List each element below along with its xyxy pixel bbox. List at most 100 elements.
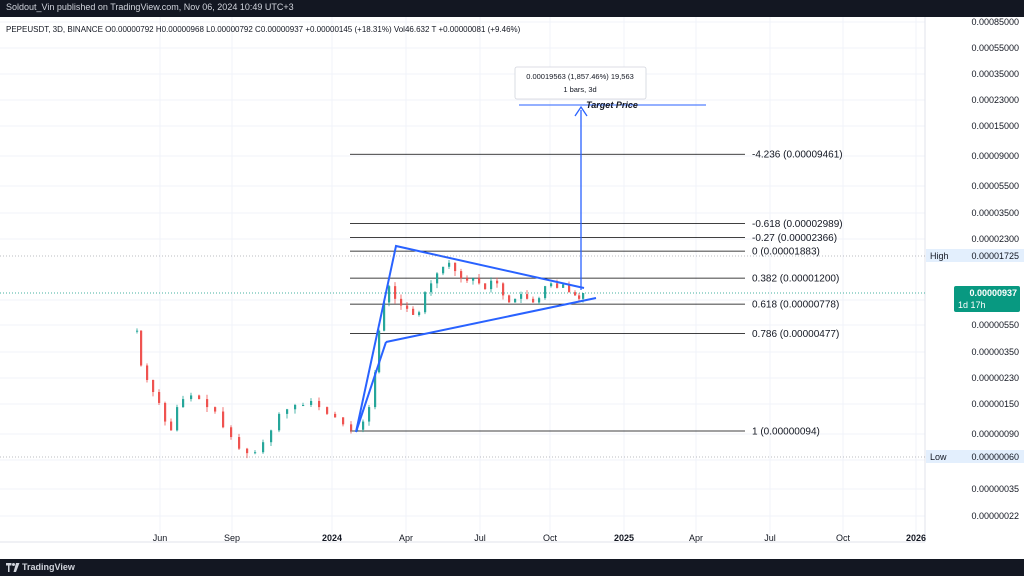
candle-body <box>318 400 321 408</box>
y-tick-label: 0.00055000 <box>971 43 1019 53</box>
tradingview-brand: TradingView <box>22 562 75 572</box>
candle-body <box>418 312 421 315</box>
candle-body <box>383 302 386 331</box>
x-tick-label: Jul <box>474 533 486 543</box>
candle-body <box>302 404 305 406</box>
publisher-bar: Soldout_Vin published on TradingView.com… <box>0 0 1024 17</box>
candle-body <box>582 292 585 299</box>
candle-body <box>368 407 371 422</box>
candle-body <box>136 330 139 332</box>
candle-body <box>496 280 499 284</box>
candle-body <box>342 417 345 425</box>
candle-body <box>326 407 329 414</box>
ohlc-legend: PEPEUSDT, 3D, BINANCE O0.00000792 H0.000… <box>6 25 521 34</box>
measure-line-1: 0.00019563 (1,857.46%) 19,563 <box>526 72 634 81</box>
high-marker-box <box>926 249 1024 262</box>
candle-body <box>406 305 409 309</box>
fib-level-label: 0.618 (0.00000778) <box>752 300 839 311</box>
y-tick-label: 0.00005500 <box>971 181 1019 191</box>
candles-group <box>136 260 585 459</box>
y-tick-label: 0.00023000 <box>971 95 1019 105</box>
candle-body <box>574 292 577 296</box>
y-tick-label: 0.00085000 <box>971 17 1019 27</box>
candle-body <box>448 262 451 267</box>
candle-body <box>350 424 353 431</box>
fib-level-label: -0.618 (0.00002989) <box>752 219 843 230</box>
candle-body <box>526 294 529 299</box>
candle-body <box>214 407 217 412</box>
publisher-text: Soldout_Vin published on TradingView.com… <box>6 2 294 12</box>
candle-body <box>490 280 493 290</box>
measure-tooltip <box>514 66 647 100</box>
candle-body <box>578 295 581 299</box>
tradingview-logo-icon <box>6 563 20 572</box>
candle-body <box>198 395 201 400</box>
y-tick-label: 0.00000230 <box>971 373 1019 383</box>
candle-body <box>394 286 397 299</box>
candle-body <box>400 298 403 306</box>
candle-body <box>430 283 433 293</box>
candle-body <box>556 283 559 288</box>
candle-body <box>176 407 179 431</box>
x-tick-label: Jul <box>764 533 776 543</box>
candle-body <box>520 294 523 299</box>
candle-body <box>568 284 571 293</box>
candle-body <box>478 278 481 284</box>
footer-bar: TradingView <box>0 559 1024 576</box>
high-marker-label: High <box>930 251 949 261</box>
candle-body <box>158 392 161 403</box>
x-tick-label: Apr <box>399 533 413 543</box>
price-chart[interactable]: 0.00085000 0.00055000 0.00035000 0.00023000… <box>0 17 1024 559</box>
candle-body <box>152 379 155 393</box>
candle-body <box>190 395 193 400</box>
candle-body <box>472 278 475 281</box>
last-price-tag <box>954 286 1020 312</box>
candle-body <box>514 298 517 303</box>
candle-body <box>412 308 415 315</box>
candle-body <box>460 271 463 279</box>
candle-body <box>206 399 209 408</box>
x-tick-label: Jun <box>153 533 168 543</box>
high-marker-value: 0.00001725 <box>971 251 1019 261</box>
y-tick-label: 0.00000350 <box>971 347 1019 357</box>
candle-body <box>544 286 547 299</box>
candle-body <box>562 284 565 288</box>
candle-body <box>254 452 257 454</box>
candle-body <box>454 262 457 272</box>
y-tick-label: 0.00000550 <box>971 320 1019 330</box>
x-tick-label: 2024 <box>322 533 342 543</box>
candle-body <box>532 298 535 303</box>
flag-pole-line <box>355 341 387 433</box>
candle-body <box>334 413 337 418</box>
candle-body <box>146 365 149 380</box>
flag-upper-line <box>355 244 585 433</box>
candle-body <box>222 411 225 428</box>
low-marker-box <box>926 450 1024 463</box>
candle-body <box>270 430 273 443</box>
fib-level-label: -0.27 (0.00002366) <box>752 233 837 244</box>
candle-body <box>424 292 427 313</box>
x-tick-label: Oct <box>543 533 558 543</box>
candle-body <box>466 278 469 281</box>
candle-body <box>550 283 553 287</box>
last-price-value: 0.00000937 <box>969 288 1017 298</box>
fib-level-label: 0.382 (0.00001200) <box>752 274 839 285</box>
x-tick-label: Oct <box>836 533 851 543</box>
candle-body <box>378 330 381 373</box>
fib-level-label: 1 (0.00000094) <box>752 427 820 438</box>
candle-body <box>508 295 511 303</box>
candle-body <box>538 298 541 303</box>
y-tick-label: 0.00003500 <box>971 208 1019 218</box>
candle-body <box>362 421 365 430</box>
candle-body <box>484 283 487 290</box>
target-price-label: Target Price <box>586 100 638 110</box>
measure-line-2: 1 bars, 3d <box>563 85 596 94</box>
fib-level-label: 0 (0.00001883) <box>752 247 820 258</box>
y-tick-label: 0.00000150 <box>971 399 1019 409</box>
candle-body <box>388 286 391 303</box>
candle-body <box>294 404 297 410</box>
y-tick-label: 0.00002300 <box>971 234 1019 244</box>
y-tick-label: 0.00000035 <box>971 484 1019 494</box>
low-marker-value: 0.00000060 <box>971 452 1019 462</box>
x-tick-label: Sep <box>224 533 240 543</box>
